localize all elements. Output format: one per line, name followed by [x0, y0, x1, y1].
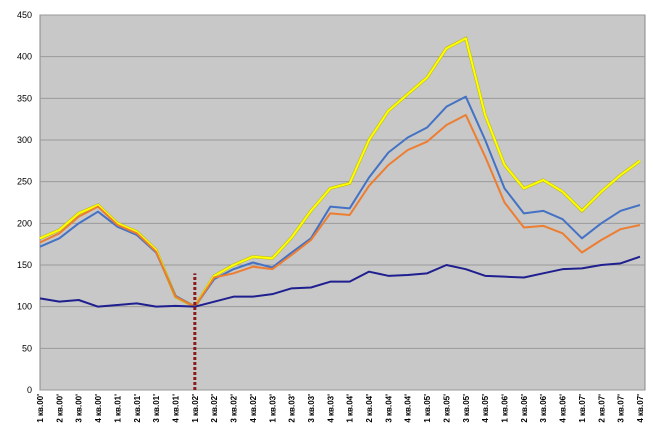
x-tick-label: 2 кв.03' — [288, 394, 297, 423]
x-tick-label: 1 кв.07' — [578, 394, 587, 423]
plot-area — [39, 14, 646, 391]
x-tick-label: 2 кв.01' — [133, 394, 142, 423]
x-tick-label: 2 кв.04' — [365, 394, 374, 423]
x-tick-label: 1 кв.01' — [113, 394, 122, 423]
x-tick-label: 1 кв.04' — [346, 394, 355, 423]
x-tick-label: 3 кв.00' — [75, 394, 84, 423]
x-tick-label: 3 кв.03' — [307, 394, 316, 423]
series-line — [39, 114, 641, 308]
x-tick-label: 2 кв.06' — [520, 394, 529, 423]
y-tick-label: 450 — [17, 10, 32, 20]
x-tick-label: 2 кв.05' — [442, 394, 451, 423]
x-tick-label: 3 кв.05' — [462, 394, 471, 423]
y-tick-label: 350 — [17, 93, 32, 103]
x-tick-label: 3 кв.04' — [384, 394, 393, 423]
x-tick-label: 4 кв.07' — [636, 394, 645, 423]
x-tick-label: 4 кв.06' — [559, 394, 568, 423]
y-tick-label: 100 — [17, 302, 32, 312]
x-tick-label: 4 кв.00' — [94, 394, 103, 423]
x-tick-label: 4 кв.01' — [171, 394, 180, 423]
series-line — [39, 95, 641, 308]
x-tick-label: 2 кв.02' — [210, 394, 219, 423]
series-line — [39, 37, 641, 308]
y-tick-label: 150 — [17, 260, 32, 270]
x-tick-label: 4 кв.02' — [249, 394, 258, 423]
x-tick-label: 1 кв.00' — [36, 394, 45, 423]
y-tick-label: 0 — [27, 385, 32, 395]
x-tick-label: 3 кв.02' — [230, 394, 239, 423]
x-tick-label: 1 кв.05' — [423, 394, 432, 423]
y-tick-label: 400 — [17, 52, 32, 62]
x-tick-label: 1 кв.06' — [501, 394, 510, 423]
y-tick-label: 200 — [17, 218, 32, 228]
x-tick-label: 2 кв.00' — [55, 394, 64, 423]
y-tick-label: 300 — [17, 135, 32, 145]
x-tick-label: 1 кв.03' — [268, 394, 277, 423]
x-tick-label: 4 кв.04' — [404, 394, 413, 423]
x-tick-label: 4 кв.05' — [481, 394, 490, 423]
x-tick-label: 3 кв.07' — [617, 394, 626, 423]
x-tick-label: 4 кв.03' — [326, 394, 335, 423]
x-tick-label: 1 кв.02' — [191, 394, 200, 423]
y-tick-label: 50 — [22, 343, 32, 353]
x-tick-label: 2 кв.07' — [597, 394, 606, 423]
series-line — [39, 255, 641, 308]
x-tick-label: 3 кв.06' — [539, 394, 548, 423]
x-tick-label: 3 кв.01' — [152, 394, 161, 423]
y-tick-label: 250 — [17, 177, 32, 187]
